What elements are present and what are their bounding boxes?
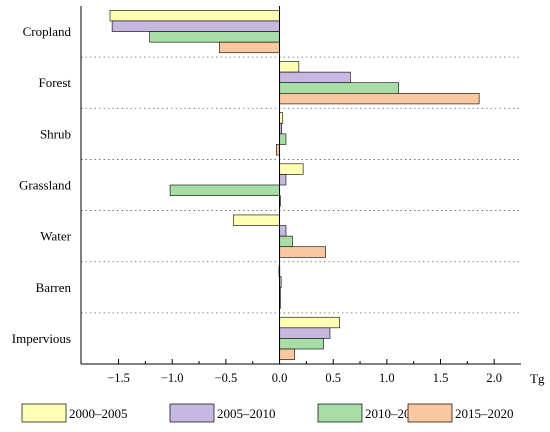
category-label-water: Water: [40, 229, 71, 244]
bar-forest-1: [279, 61, 300, 73]
bars: [109, 10, 480, 360]
bar-water-3: [279, 235, 293, 248]
x-ticks: −1.5 −1.0 −0.5 0.0 0.5 1.0 1.5 2.0: [107, 359, 502, 385]
legend: 2000–2005 2005–2010 2010–2015 2015–2020: [21, 403, 514, 423]
bar-water-1: [233, 214, 280, 226]
category-label-forest: Forest: [39, 75, 72, 90]
x-axis-unit-label: Tg: [530, 371, 545, 386]
bar-impervious-3: [279, 338, 324, 350]
x-tick-label: 0.5: [325, 371, 341, 385]
bar-grassland-3: [169, 184, 280, 196]
legend-swatch-4: [407, 403, 453, 423]
bar-cropland-2: [111, 20, 280, 32]
bar-forest-4: [279, 93, 480, 105]
x-tick-label: −0.5: [215, 371, 238, 385]
bar-water-4: [279, 246, 326, 258]
category-label-cropland: Cropland: [23, 24, 72, 39]
bar-cropland-3: [149, 31, 280, 43]
x-tick-label: 1.0: [379, 371, 395, 385]
legend-label-2: 2005–2010: [217, 406, 276, 421]
category-label-grassland: Grassland: [19, 178, 71, 193]
legend-label-4: 2015–2020: [455, 406, 514, 421]
bar-grassland-1: [279, 163, 304, 175]
bar-impervious-2: [279, 327, 331, 339]
category-label-shrub: Shrub: [40, 126, 71, 141]
axes: [80, 6, 521, 365]
bar-water-2: [279, 225, 287, 237]
bar-impervious-1: [279, 316, 340, 329]
x-tick-label: 0.0: [272, 371, 288, 385]
bar-grassland-2: [279, 174, 287, 186]
bar-cropland-1: [109, 10, 280, 22]
bar-forest-2: [279, 71, 351, 84]
x-tick-label: −1.0: [161, 371, 184, 385]
bar-impervious-4: [279, 348, 295, 360]
x-tick-label: 2.0: [486, 371, 502, 385]
bar-shrub-3: [279, 133, 287, 145]
category-separators: [81, 56, 521, 314]
legend-swatch-3: [317, 403, 363, 423]
legend-swatch-2: [169, 403, 215, 423]
bar-forest-3: [279, 82, 399, 94]
x-tick-label: −1.5: [107, 371, 130, 385]
category-labels: Cropland Forest Shrub Grassland Water Barren I…: [12, 24, 72, 346]
bar-cropland-4: [219, 41, 280, 54]
category-label-barren: Barren: [36, 280, 72, 295]
legend-swatch-1: [21, 403, 67, 423]
x-tick-label: 1.5: [433, 371, 449, 385]
category-label-impervious: Impervious: [12, 331, 71, 346]
legend-label-1: 2000–2005: [69, 406, 128, 421]
